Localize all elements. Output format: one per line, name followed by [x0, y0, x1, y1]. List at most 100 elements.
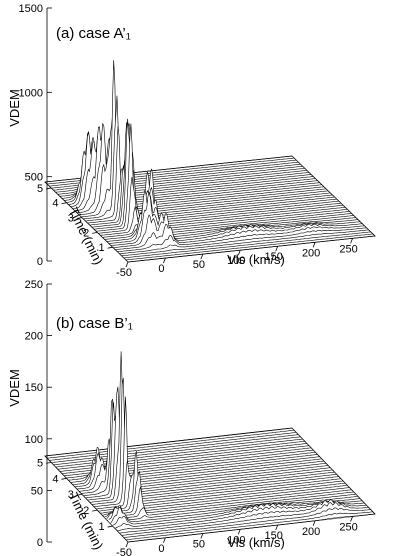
time-tick-label: 4	[52, 198, 58, 210]
chart-b-title: (b) case B’₁	[56, 315, 133, 332]
x-tick	[275, 246, 279, 252]
z-tick-label: 150	[25, 382, 43, 394]
time-tick-label: 5	[37, 457, 43, 469]
x-tick-label: 150	[265, 251, 283, 263]
trace-fill	[83, 399, 331, 496]
x-tick	[163, 257, 166, 264]
time-tick	[107, 246, 113, 249]
x-tick	[312, 242, 316, 248]
x-tick-label: -50	[116, 267, 132, 278]
x-tick	[125, 541, 129, 548]
time-tick	[46, 187, 52, 190]
trace-line	[123, 231, 371, 259]
trace-line	[121, 502, 369, 536]
x-tick-label: 50	[193, 539, 205, 551]
z-tick-label: 1000	[19, 87, 43, 99]
x-tick	[312, 520, 316, 526]
x-tick	[237, 529, 241, 535]
trace-fill	[117, 500, 365, 531]
trace-line	[119, 227, 367, 255]
z-tick-label: 100	[25, 434, 43, 446]
x-tick-label: 100	[227, 534, 245, 546]
z-tick-label: 0	[37, 537, 43, 549]
chart-panel-a: (a) case A’₁ VDEM Vls (km/s) Time (min) …	[7, 3, 376, 278]
z-tick-label: 1500	[19, 3, 43, 15]
x-tick-label: 0	[158, 263, 164, 275]
x-tick-label: 0	[158, 543, 164, 555]
time-tick	[92, 509, 98, 512]
x-tick-label: 150	[265, 530, 283, 542]
trace-line	[121, 229, 369, 257]
time-tick-label: 4	[52, 473, 58, 485]
trace-line	[125, 233, 373, 261]
trace-line	[47, 429, 295, 459]
z-tick-label: 200	[25, 331, 43, 343]
trace-line	[123, 507, 371, 538]
trace-line	[49, 432, 297, 461]
trace-fill	[117, 225, 365, 252]
trace-fill	[119, 227, 367, 254]
chart-b-zlabel: VDEM	[7, 369, 22, 407]
x-tick	[237, 250, 241, 256]
trace-line	[117, 225, 365, 252]
chart-a-xlabel: Vls (km/s)	[227, 252, 285, 267]
trace-line	[119, 499, 367, 534]
x-tick	[125, 261, 129, 268]
x-tick-label: -50	[116, 547, 132, 556]
trace-line	[115, 223, 363, 250]
trace-fill	[85, 401, 333, 498]
x-tick	[200, 253, 204, 260]
trace-line	[113, 212, 361, 248]
x-tick	[163, 537, 166, 543]
time-tick-label: 3	[68, 213, 74, 225]
z-tick-label: 500	[25, 172, 43, 184]
z-tick-label: 0	[37, 256, 43, 268]
chart-a-svg: (a) case A’₁ VDEM Vls (km/s) Time (min) …	[7, 3, 376, 278]
chart-b-svg: (b) case B’₁ VDEM Vls (km/s) Time (min) …	[7, 279, 376, 556]
time-tick	[92, 231, 98, 234]
trace-line	[51, 434, 299, 463]
x-tick-label: 250	[339, 522, 357, 534]
trace-line	[106, 491, 354, 519]
x-tick	[275, 524, 279, 531]
trace-line	[125, 511, 373, 541]
chart-b-xlabel: Vls (km/s)	[227, 535, 285, 550]
time-tick-label: 2	[83, 505, 89, 517]
time-tick	[107, 525, 113, 528]
x-tick-label: 200	[302, 247, 320, 259]
x-tick	[350, 516, 353, 522]
trace-fill	[81, 60, 329, 217]
time-tick-label: 5	[37, 183, 43, 195]
x-tick-label: 250	[339, 243, 357, 255]
time-tick	[76, 217, 82, 219]
chart-a-zlabel: VDEM	[7, 89, 22, 127]
chart-a-title: (a) case A’₁	[56, 25, 131, 42]
time-tick-label: 3	[68, 489, 74, 501]
trace-line	[110, 191, 359, 246]
trace-line	[44, 427, 293, 457]
x-tick	[350, 238, 353, 244]
trace-fill	[81, 438, 329, 494]
trace-line	[127, 513, 376, 543]
time-tick	[46, 461, 52, 464]
time-tick-label: 1	[99, 521, 105, 533]
x-tick-label: 200	[302, 526, 320, 538]
z-tick-label: 50	[31, 485, 43, 497]
trace-line	[87, 123, 335, 224]
trace-line	[108, 493, 356, 521]
x-tick	[200, 533, 204, 539]
time-tick-label: 2	[83, 227, 89, 239]
trace-line	[127, 235, 376, 263]
time-tick	[61, 477, 67, 480]
time-tick	[76, 493, 82, 496]
x-tick-label: 100	[227, 255, 245, 267]
time-tick-label: 1	[99, 242, 105, 254]
time-tick	[61, 202, 67, 205]
z-tick-label: 250	[25, 279, 43, 291]
chart-panel-b: (b) case B’₁ VDEM Vls (km/s) Time (min) …	[0, 278, 400, 556]
trace-fill	[123, 507, 371, 538]
trace-fill	[111, 496, 358, 525]
trace-fill	[111, 192, 358, 246]
trace-line	[110, 496, 359, 523]
x-tick-label: 50	[193, 259, 205, 271]
